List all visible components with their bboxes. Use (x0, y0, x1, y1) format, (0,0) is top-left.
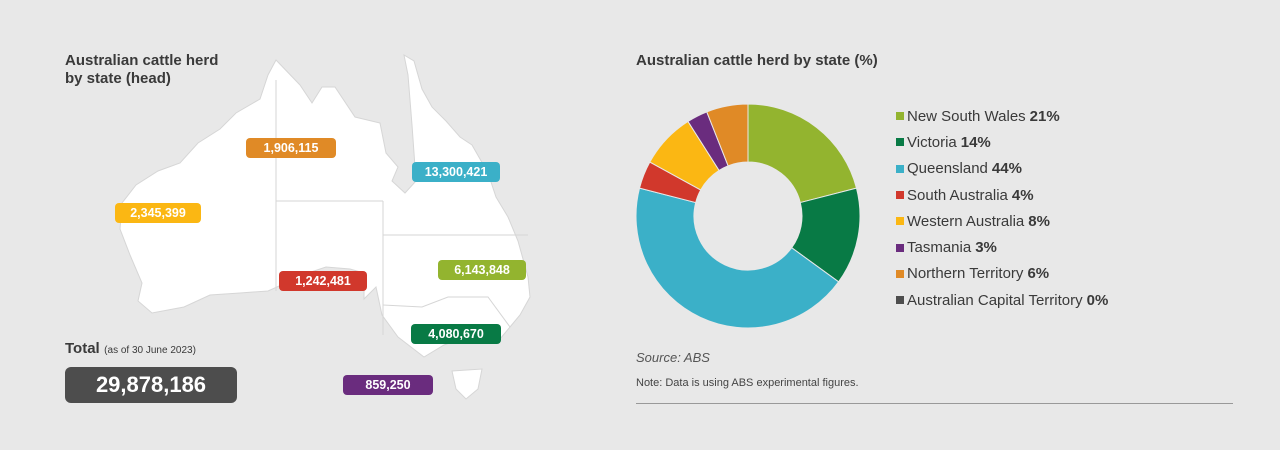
legend-value: 4% (1011, 186, 1034, 204)
legend-value: 21% (1029, 107, 1060, 125)
source-text: Source: ABS (636, 350, 710, 365)
legend-item: Northern Territory 6% (896, 261, 1108, 287)
legend-value: 3% (975, 239, 997, 257)
legend-swatch (896, 296, 904, 305)
legend-value: 44% (991, 160, 1022, 178)
label-new-south-wales: 6,143,848 (438, 260, 526, 280)
total-label: Total (65, 340, 100, 357)
chart-legend: New South Wales 21% Victoria 14% Queensland 4… (896, 103, 1108, 313)
legend-swatch (896, 191, 904, 200)
legend-value: 14% (960, 133, 991, 151)
donut-chart (636, 104, 860, 328)
total-heading: Total (as of 30 June 2023) (65, 340, 196, 358)
legend-item: Victoria 14% (896, 129, 1108, 155)
legend-swatch (896, 217, 904, 226)
legend-item: Queensland 44% (896, 156, 1108, 182)
legend-label: Northern Territory (907, 265, 1024, 283)
label-northern-territory: 1,906,115 (246, 138, 336, 158)
label-victoria: 4,080,670 (411, 324, 501, 344)
label-south-australia: 1,242,481 (279, 271, 367, 291)
legend-value: 8% (1028, 212, 1050, 230)
total-note: (as of 30 June 2023) (104, 345, 196, 356)
total-value: 29,878,186 (65, 367, 237, 403)
map-title: Australian cattle herd by state (head) (65, 52, 218, 88)
legend-item: Australian Capital Territory 0% (896, 287, 1108, 313)
legend-item: South Australia 4% (896, 182, 1108, 208)
note-text: Note: Data is using ABS experimental fig… (636, 377, 859, 389)
chart-title: Australian cattle herd by state (%) (636, 52, 878, 69)
legend-label: Queensland (907, 160, 988, 178)
label-queensland: 13,300,421 (412, 162, 500, 182)
legend-label: Victoria (907, 133, 957, 151)
legend-label: Western Australia (907, 212, 1025, 230)
donut-slice-new-south-wales (747, 104, 858, 204)
legend-value: 6% (1027, 265, 1050, 283)
label-western-australia: 2,345,399 (115, 203, 201, 223)
legend-item: New South Wales 21% (896, 103, 1108, 129)
legend-label: South Australia (907, 186, 1008, 204)
legend-item: Tasmania 3% (896, 234, 1108, 260)
legend-swatch (896, 243, 904, 252)
map-title-line1: Australian cattle herd (65, 52, 219, 69)
legend-swatch (896, 138, 904, 147)
donut-slice-queensland (636, 187, 840, 328)
label-tasmania: 859,250 (343, 375, 433, 395)
legend-value: 0% (1086, 291, 1109, 309)
legend-label: Tasmania (907, 239, 972, 257)
divider (636, 403, 1233, 404)
legend-swatch (896, 112, 904, 121)
legend-label: Australian Capital Territory (907, 291, 1083, 309)
legend-swatch (896, 269, 904, 278)
map-title-line2: by state (head) (65, 70, 171, 87)
legend-swatch (896, 164, 904, 173)
legend-label: New South Wales (907, 107, 1026, 125)
donut-slice-northern-territory (706, 104, 749, 167)
legend-item: Western Australia 8% (896, 208, 1108, 234)
